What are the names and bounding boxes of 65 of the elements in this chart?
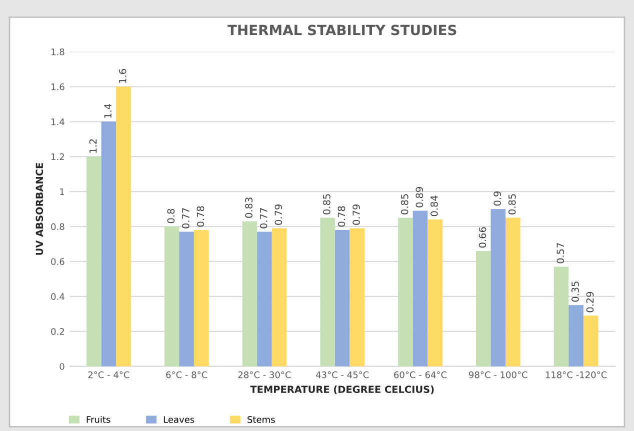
data-label: 0.66 xyxy=(478,227,486,248)
bar xyxy=(412,210,428,366)
x-tick-label: 2°C - 4°C xyxy=(88,371,130,378)
bar xyxy=(583,316,598,366)
y-tick-label: 0.4 xyxy=(51,293,64,300)
bar xyxy=(116,86,131,366)
bar xyxy=(398,218,413,366)
legend-label: Leaves xyxy=(164,416,194,423)
data-label: 0.29 xyxy=(586,292,594,312)
data-label: 0.79 xyxy=(274,204,282,225)
x-axis-title: TEMPERATURE (DEGREE CELCIUS) xyxy=(250,386,434,394)
y-tick-label: 1 xyxy=(60,188,64,195)
bar xyxy=(350,228,365,366)
data-label: 0.9 xyxy=(494,191,501,206)
y-axis-title: UV ABSORBANCE xyxy=(36,163,44,255)
x-tick-label: 98°C - 100°C xyxy=(469,371,528,378)
bar xyxy=(86,156,102,366)
data-label: 0.85 xyxy=(508,194,516,214)
data-label: 1.6 xyxy=(118,69,126,83)
bar xyxy=(476,250,491,366)
bar xyxy=(194,230,209,366)
x-tick-label: 43°C - 45°C xyxy=(316,371,369,378)
bar xyxy=(428,220,442,366)
legend-label: Fruits xyxy=(86,416,110,423)
bar xyxy=(320,218,335,366)
x-tick-label: 6°C - 8°C xyxy=(166,371,208,378)
y-tick-label: 0 xyxy=(60,363,64,370)
chart-title: THERMAL STABILITY STUDIES xyxy=(228,24,456,36)
x-tick-label: 118°C -120°C xyxy=(546,371,607,378)
data-label: 0.78 xyxy=(196,206,204,227)
bar xyxy=(334,230,350,366)
data-label: 0.77 xyxy=(182,208,190,228)
bar xyxy=(242,221,258,366)
data-label: 0.78 xyxy=(338,206,346,227)
data-label: 0.79 xyxy=(352,204,360,225)
data-label: 0.57 xyxy=(556,243,564,264)
y-tick-label: 0.8 xyxy=(51,223,64,230)
y-tick-label: 1.2 xyxy=(52,153,64,160)
x-tick-label: 28°C - 30°C xyxy=(238,371,291,378)
bar xyxy=(554,266,569,366)
data-label: 0.77 xyxy=(260,208,268,228)
y-tick-label: 0.6 xyxy=(51,258,64,266)
bar xyxy=(179,232,194,366)
bar xyxy=(164,226,180,366)
y-tick-label: 0.2 xyxy=(51,328,64,335)
data-label: 0.85 xyxy=(323,194,330,214)
y-tick-label: 1.8 xyxy=(52,48,64,56)
y-tick-label: 1.4 xyxy=(52,118,64,126)
data-label: 0.85 xyxy=(400,194,408,214)
data-label: 0.83 xyxy=(245,198,252,218)
bar xyxy=(272,228,287,366)
data-label: 1.2 xyxy=(89,139,97,153)
data-label: 1.4 xyxy=(104,104,112,118)
data-label: 0.89 xyxy=(416,187,424,208)
bar xyxy=(101,122,116,366)
x-tick-label: 60°C - 64°C xyxy=(394,371,447,378)
bar xyxy=(257,232,272,366)
data-label: 0.84 xyxy=(430,196,438,216)
bar xyxy=(506,218,520,366)
y-tick-label: 1.6 xyxy=(52,83,64,90)
data-label: 0.35 xyxy=(572,282,579,302)
data-label: 0.8 xyxy=(167,208,175,224)
legend-label: Stems xyxy=(248,416,275,423)
bar xyxy=(568,305,584,366)
bar xyxy=(490,209,506,366)
